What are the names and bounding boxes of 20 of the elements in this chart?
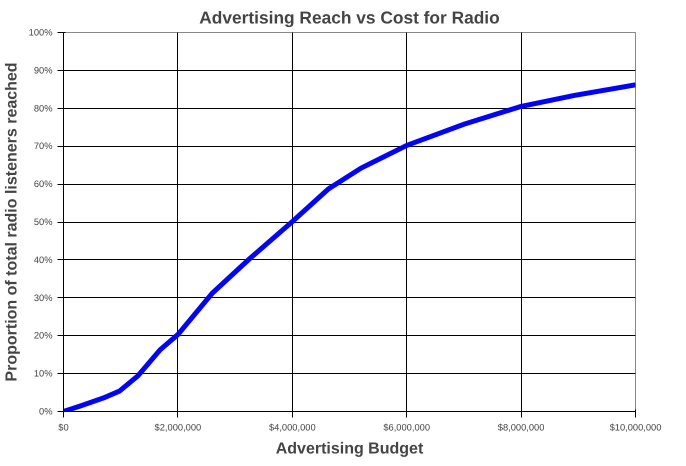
x-tick-label: $0: [58, 422, 69, 432]
x-axis-title: Advertising Budget: [276, 440, 424, 458]
y-tick-label: 20%: [34, 330, 52, 341]
y-tick-label: 0%: [39, 406, 52, 416]
y-tick-label: 100%: [28, 28, 52, 38]
y-tick-label: 50%: [34, 217, 52, 227]
x-tick-label: $8,000,000: [498, 422, 544, 432]
y-tick-label: 90%: [34, 65, 52, 76]
y-tick-label: 60%: [34, 179, 52, 190]
y-tick-label: 40%: [34, 254, 52, 265]
x-tick-label: $4,000,000: [268, 422, 316, 432]
y-tick-label: 70%: [34, 141, 52, 152]
y-axis-title: Proportion of total radio listeners reached: [4, 62, 21, 382]
y-tick-label: 10%: [34, 368, 52, 379]
x-tick-label: $2,000,000: [154, 422, 202, 432]
y-tick-label: 80%: [34, 103, 52, 114]
y-tick-label: 30%: [34, 292, 52, 303]
x-tick-label: $6,000,000: [383, 422, 430, 432]
chart-title: Advertising Reach vs Cost for Radio: [199, 8, 500, 28]
x-tick-label: $10,000,000: [610, 422, 662, 432]
